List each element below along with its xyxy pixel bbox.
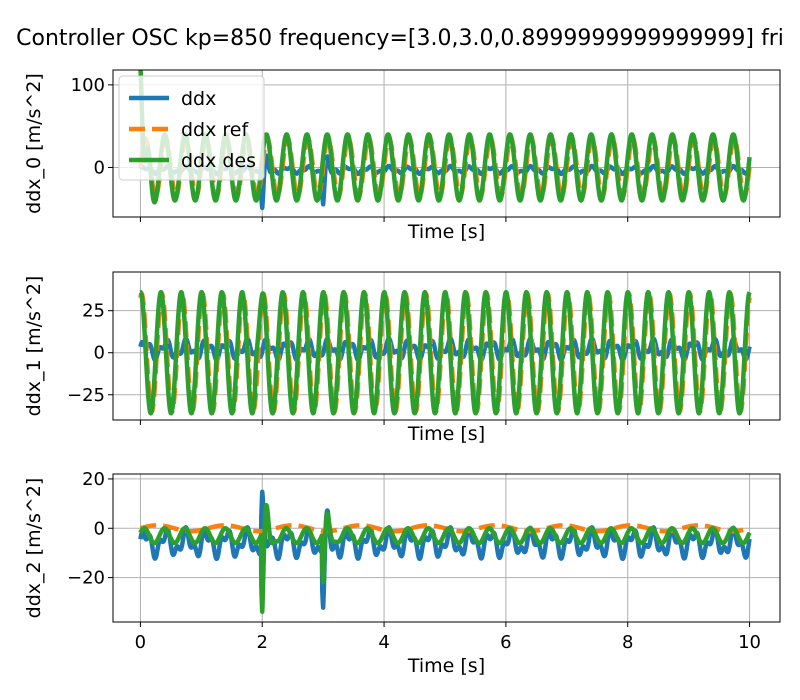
y-tick-label: −25 [67,385,105,406]
y-tick-label: 0 [94,518,105,539]
x-axis-label: Time [s] [407,655,485,677]
series-line-ddx-des [138,289,752,416]
y-axis-label: ddx_1 [m/s^2] [23,276,45,417]
y-tick-label: 0 [94,157,105,178]
x-axis-label: Time [s] [407,423,485,445]
y-tick-label: 100 [71,75,105,96]
series-line-ddx [138,489,752,610]
y-tick-label: 0 [94,343,105,364]
legend-label: ddx [181,88,216,110]
subplot-2: 0 2 4 6 8 10 −20 0 20 Time [s] ddx_2 [m/s^2] [23,469,781,677]
x-tick-label: 10 [738,632,761,653]
x-tick-label: 4 [378,632,389,653]
y-tick-label: 20 [82,469,105,490]
legend: ddx ddx ref ddx des [118,75,265,181]
axes-frame [112,69,781,218]
plot-area [138,489,752,614]
x-tick-label: 0 [135,632,146,653]
legend-box [118,75,265,181]
y-axis-label: ddx_2 [m/s^2] [23,478,45,619]
subplot-1: −25 0 25 Time [s] ddx_1 [m/s^2] [23,271,781,445]
axes-frame [112,271,781,421]
series-line-ddx-des [138,502,752,614]
y-axis-label: ddx_0 [m/s^2] [23,73,45,214]
legend-label: ddx ref [181,119,249,141]
x-tick-label: 6 [500,632,511,653]
legend-label: ddx des [181,150,256,172]
y-tick-label: 25 [82,301,105,322]
axes-frame [112,473,781,623]
plot-area [138,289,752,416]
series-line-ddx [138,336,752,363]
x-axis-label: Time [s] [407,221,485,243]
subplot-0: 0 100 Time [s] ddx_0 [m/s^2] ddx ddx ref ddx d… [23,69,781,243]
y-tick-label: −20 [67,568,105,589]
x-tick-label: 2 [257,632,268,653]
chart-title: Controller OSC kp=850 frequency=[3.0,3.0… [16,26,784,51]
x-tick-label: 8 [622,632,633,653]
